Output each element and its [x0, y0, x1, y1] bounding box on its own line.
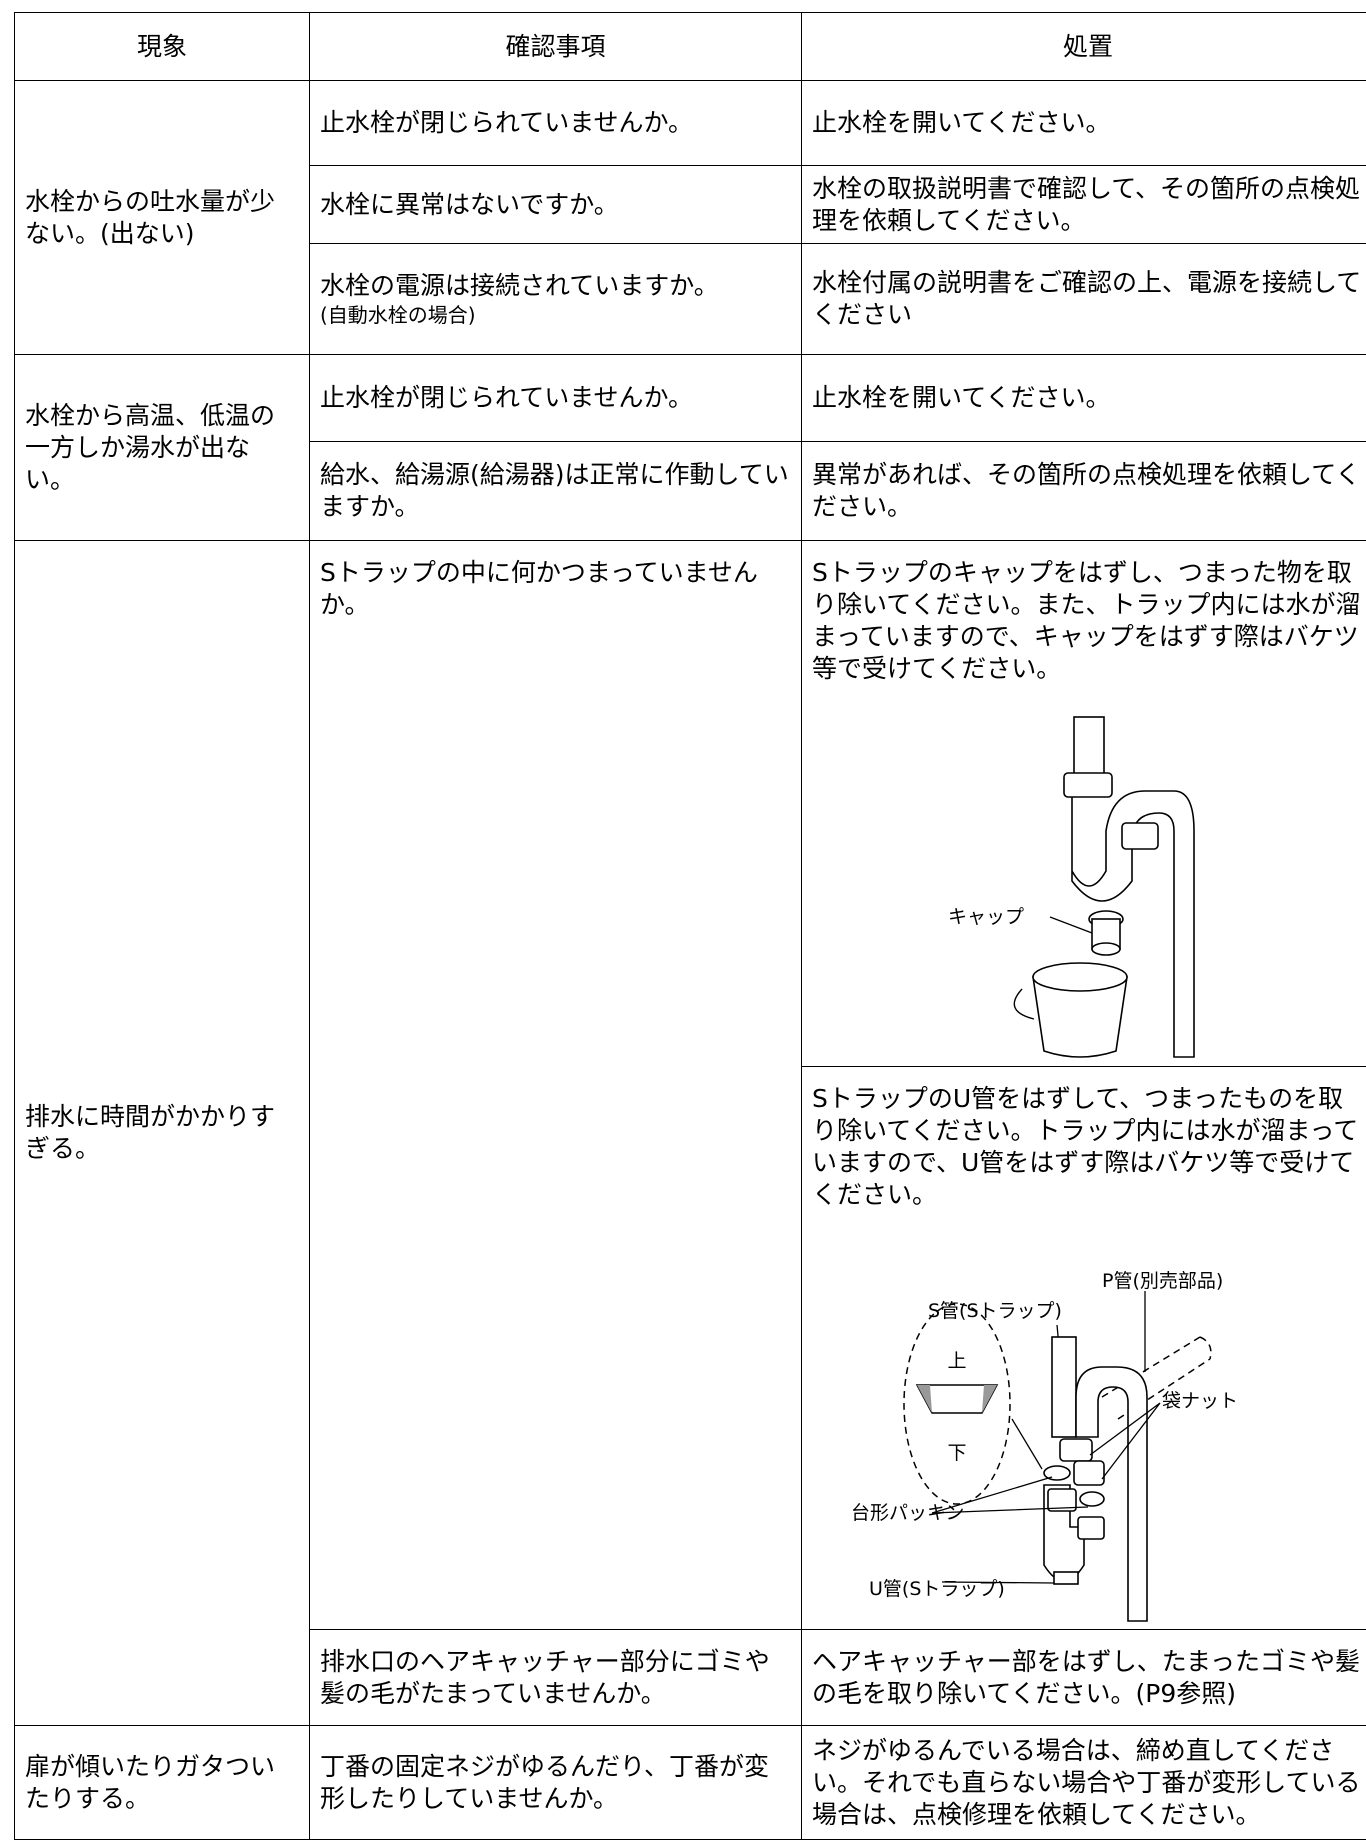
header-cell: 確認事項 [309, 12, 802, 81]
action-cell: SトラップのU管をはずして、つまったものを取り除いてください。トラップ内には水が… [801, 1066, 1366, 1630]
check: 止水栓が閉じられていませんか。 [309, 80, 802, 166]
action: 水栓の取扱説明書で確認して、その箇所の点検処理を依頼してください。 [801, 165, 1366, 244]
u-pipe-illustration: P管(別売部品) S管(Sトラップ) 上 下 袋 [851, 1270, 1238, 1622]
check-cell: 水栓の電源は接続されていますか。 (自動水栓の場合) [309, 243, 802, 355]
figure-label: 台形パッキン [851, 1502, 964, 1524]
symptom: 水栓から高温、低温の一方しか湯水が出ない。 [14, 354, 310, 541]
check-note: (自動水栓の場合) [320, 303, 476, 327]
action: 異常があれば、その箇所の点検処理を依頼してください。 [801, 441, 1366, 541]
check: 丁番の固定ネジがゆるんだり、丁番が変形したりしていませんか。 [309, 1725, 802, 1840]
figure-label: 上 [947, 1350, 966, 1372]
cap-illustration: キャップ [948, 716, 1195, 1058]
action: 水栓付属の説明書をご確認の上、電源を接続してください [801, 243, 1366, 355]
action: 止水栓を開いてください。 [801, 80, 1366, 166]
figure-label: キャップ [948, 906, 1024, 928]
action: ネジがゆるんでいる場合は、締め直してください。それでも直らない場合や丁番が変形し… [801, 1725, 1366, 1840]
figure-label: 袋ナット [1162, 1390, 1238, 1412]
check: 水栓に異常はないですか。 [309, 165, 802, 244]
check: 水栓の電源は接続されていますか。 [320, 271, 719, 300]
symptom: 排水に時間がかかりすぎる。 [14, 540, 310, 1726]
header-cell: 処置 [801, 12, 1366, 81]
action: 止水栓を開いてください。 [801, 354, 1366, 442]
troubleshooting-table: 現象 確認事項 処置 水栓からの吐水量が少ない。(出ない) 止水栓が閉じられてい… [14, 12, 1366, 1840]
header-row: 現象 確認事項 処置 [14, 12, 1366, 81]
check: 止水栓が閉じられていませんか。 [309, 354, 802, 442]
action: Sトラップのキャップをはずし、つまった物を取り除いてください。また、トラップ内に… [812, 558, 1361, 683]
check: 排水口のヘアキャッチャー部分にゴミや髪の毛がたまっていませんか。 [309, 1629, 802, 1726]
check: Sトラップの中に何かつまっていませんか。 [309, 540, 802, 1630]
check: 給水、給湯源(給湯器)は正常に作動していますか。 [309, 441, 802, 541]
header-cell: 現象 [14, 12, 310, 81]
action: SトラップのU管をはずして、つまったものを取り除いてください。トラップ内には水が… [812, 1084, 1359, 1209]
symptom: 扉が傾いたりガタついたりする。 [14, 1725, 310, 1840]
figure-label: P管(別売部品) [1102, 1270, 1223, 1292]
figure-label: U管(Sトラップ) [869, 1578, 1005, 1600]
figure-label: S管(Sトラップ) [928, 1300, 1062, 1322]
action-cell: Sトラップのキャップをはずし、つまった物を取り除いてください。また、トラップ内に… [801, 540, 1366, 1067]
figure-label: 下 [947, 1442, 966, 1464]
symptom: 水栓からの吐水量が少ない。(出ない) [14, 80, 310, 355]
action: ヘアキャッチャー部をはずし、たまったゴミや髪の毛を取り除いてください。(P9参照… [801, 1629, 1366, 1726]
